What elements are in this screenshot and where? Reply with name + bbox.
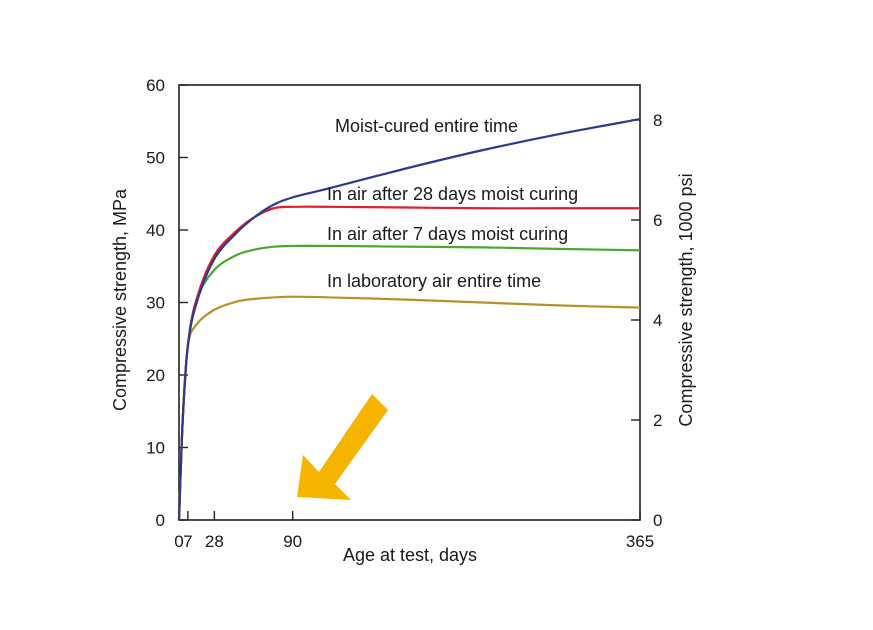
series-line-air-after-28-days	[177, 205, 640, 521]
series-line-moist-cured	[177, 117, 641, 521]
arrow-down-left-icon	[297, 394, 388, 500]
x-tick-label: 0	[174, 532, 183, 551]
y-tick-label: 0	[156, 511, 165, 530]
y2-tick-label: 4	[653, 311, 662, 330]
y2-tick-label: 2	[653, 411, 662, 430]
x-tick-label: 365	[626, 532, 654, 551]
x-tick-label: 7	[183, 532, 192, 551]
series-label-air-after-28-days: In air after 28 days moist curing	[327, 184, 578, 204]
x-tick-label: 28	[205, 532, 224, 551]
y-axis-title: Compressive strength, MPa	[110, 188, 130, 411]
y-tick-label: 10	[146, 439, 165, 458]
series-label-laboratory-air: In laboratory air entire time	[327, 271, 541, 291]
tick-marks	[178, 84, 641, 521]
y-tick-label: 50	[146, 149, 165, 168]
y-tick-label: 60	[146, 76, 165, 95]
x-tick-label: 90	[283, 532, 302, 551]
series-line-laboratory-air	[177, 295, 641, 521]
y-tick-label: 30	[146, 294, 165, 313]
y-tick-label: 20	[146, 366, 165, 385]
y2-axis-title: Compressive strength, 1000 psi	[676, 173, 696, 426]
y2-tick-label: 8	[653, 111, 662, 130]
series-label-moist-cured: Moist-cured entire time	[335, 116, 518, 136]
y-tick-label: 40	[146, 221, 165, 240]
series-label-air-after-7-days: In air after 7 days moist curing	[327, 224, 568, 244]
y2-tick-label: 0	[653, 511, 662, 530]
series-lines	[177, 117, 641, 521]
y2-tick-label: 6	[653, 211, 662, 230]
x-axis-title: Age at test, days	[343, 545, 477, 565]
plot-frame	[178, 84, 641, 521]
